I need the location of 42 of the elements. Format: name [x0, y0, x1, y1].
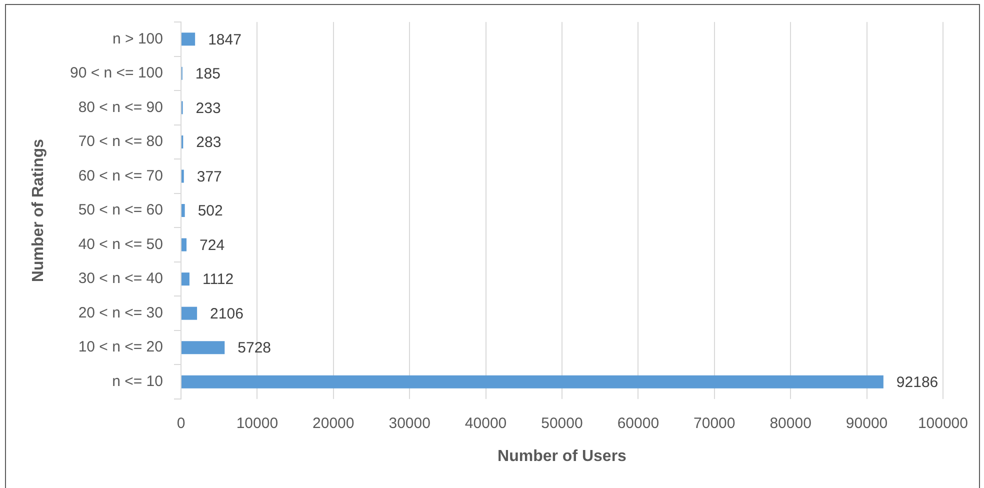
x-tick-label: 10000	[236, 415, 278, 432]
bar	[182, 375, 884, 388]
x-tick-label: 80000	[770, 415, 812, 432]
y-tick-label: 80 < n <= 90	[78, 98, 163, 116]
bar	[182, 341, 225, 354]
x-tick-label: 0	[176, 415, 186, 432]
data-label: 283	[196, 134, 222, 152]
x-tick-label: 60000	[617, 415, 660, 432]
bar	[182, 32, 196, 46]
y-tick-label: n > 100	[112, 30, 163, 48]
x-tick-label: 70000	[694, 415, 736, 432]
data-label: 724	[200, 236, 225, 254]
y-tick-label: 60 < n <= 70	[78, 167, 163, 184]
x-tick-label: 40000	[464, 415, 507, 432]
x-tick-label: 30000	[388, 415, 430, 432]
y-tick-label: 50 < n <= 60	[78, 202, 163, 219]
y-tick-label: n <= 10	[112, 373, 163, 390]
y-tick-label: 90 < n <= 100	[70, 64, 163, 82]
y-axis-title: Number of Ratings	[30, 138, 48, 282]
data-label: 185	[195, 66, 220, 83]
data-label: 1847	[208, 31, 242, 48]
bar	[182, 204, 185, 218]
x-tick-label: 20000	[312, 415, 354, 432]
data-label: 233	[196, 100, 221, 117]
bar	[182, 272, 190, 286]
data-label: 502	[198, 202, 223, 220]
x-tick-label: 50000	[541, 415, 583, 432]
x-tick-label: 100000	[918, 415, 968, 432]
y-tick-label: 40 < n <= 50	[78, 236, 163, 253]
data-label: 5728	[238, 340, 272, 357]
data-label: 1112	[202, 271, 234, 288]
y-tick-label: 70 < n <= 80	[78, 133, 163, 150]
y-tick-label: 10 < n <= 20	[78, 338, 163, 356]
bar	[182, 238, 187, 252]
data-label: 92186	[896, 374, 938, 392]
y-tick-label: 20 < n <= 30	[78, 304, 163, 322]
y-tick-label: 30 < n <= 40	[78, 270, 163, 288]
x-axis-title: Number of Users	[498, 448, 627, 465]
data-label: 377	[196, 168, 222, 186]
bar	[182, 306, 198, 320]
x-tick-label: 90000	[846, 415, 888, 432]
data-label: 2106	[210, 305, 244, 322]
